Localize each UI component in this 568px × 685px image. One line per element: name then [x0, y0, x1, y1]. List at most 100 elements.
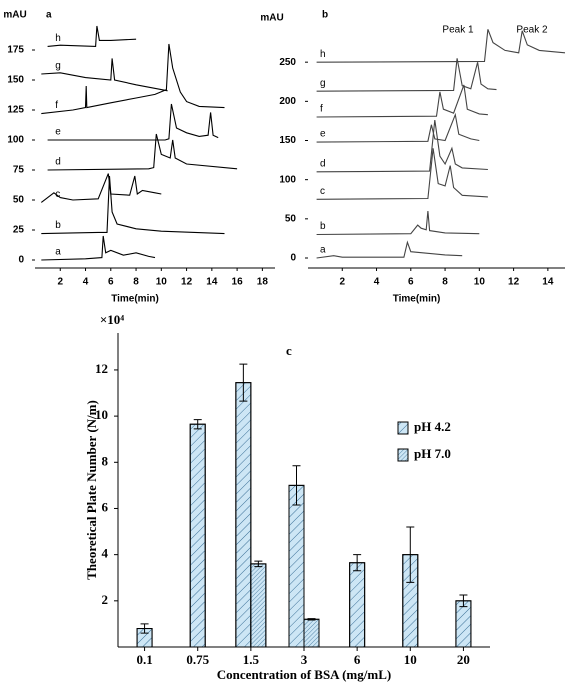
- legend-swatch-hatch: [397, 421, 409, 435]
- trace-label: f: [320, 104, 323, 115]
- error-bar: [193, 419, 202, 430]
- y-tick-label: 6: [102, 499, 109, 514]
- error-bar: [254, 560, 263, 568]
- x-tick-label: 4: [83, 277, 89, 288]
- y-tick-label: 8: [102, 453, 109, 468]
- trace-label: g: [55, 61, 61, 72]
- y-tick-label: 150: [279, 135, 296, 146]
- x-tick-label: 0.1: [136, 652, 152, 667]
- x-tick-label: 12: [181, 277, 193, 288]
- trace-label: g: [320, 78, 326, 89]
- trace: [316, 84, 488, 118]
- trace-label: c: [320, 186, 325, 197]
- x-tick-label: 4: [374, 277, 380, 288]
- x-tick-label: 20: [457, 652, 470, 667]
- trace: [316, 58, 497, 92]
- y-tick-label: 0: [290, 253, 296, 264]
- trace: [316, 148, 488, 200]
- y-tick-label: 4: [102, 546, 109, 561]
- trace: [47, 103, 219, 141]
- y-tick-label: 12: [95, 361, 108, 376]
- trace: [316, 120, 488, 173]
- error-bar: [239, 363, 248, 402]
- error-bar: [292, 465, 301, 506]
- bar-hatch: [250, 563, 267, 648]
- x-tick-label: 2: [57, 277, 63, 288]
- error-bar: [307, 618, 316, 621]
- x-tick-label: 18: [257, 277, 269, 288]
- trace-label: h: [320, 49, 326, 60]
- y-tick-label: 150: [7, 75, 24, 86]
- y-tick-label: 100: [7, 135, 24, 146]
- legend-label: pH 7.0: [414, 446, 451, 461]
- x-tick-label: 16: [232, 277, 244, 288]
- y-tick-label: 25: [13, 225, 25, 236]
- x-tick-label: 10: [404, 652, 417, 667]
- legend-swatch-hatch: [397, 448, 409, 462]
- trace: [41, 43, 225, 115]
- trace: [316, 29, 566, 63]
- x-axis-label: Time(min): [111, 294, 159, 305]
- bar-hatch: [303, 618, 320, 648]
- x-tick-label: 6: [108, 277, 114, 288]
- trace-label: e: [320, 129, 326, 140]
- y-tick-label: 10: [95, 407, 108, 422]
- trace: [47, 133, 238, 171]
- x-tick-label: 14: [542, 277, 554, 288]
- trace-label: b: [320, 221, 326, 232]
- trace-label: d: [320, 158, 326, 169]
- y-axis-label: mAU: [260, 13, 283, 24]
- x-axis-label: Concentration of BSA (mg/mL): [217, 667, 391, 682]
- y-tick-label: 75: [13, 165, 25, 176]
- panel-label: c: [286, 343, 292, 358]
- trace-label: f: [55, 100, 58, 111]
- x-tick-label: 3: [301, 652, 308, 667]
- trace: [47, 25, 137, 47]
- error-bar: [406, 526, 415, 583]
- panel-label: a: [46, 10, 52, 21]
- y-tick-label: 0: [18, 255, 24, 266]
- y-tick-label: 100: [279, 174, 296, 185]
- y-tick-label: 200: [279, 96, 296, 107]
- trace: [316, 112, 480, 143]
- y-tick-label: 2: [102, 592, 109, 607]
- trace: [41, 58, 168, 92]
- trace-label: b: [55, 220, 61, 231]
- x-tick-label: 8: [442, 277, 448, 288]
- trace: [316, 240, 463, 259]
- x-tick-label: 14: [206, 277, 218, 288]
- trace: [41, 235, 156, 261]
- legend-label: pH 4.2: [414, 419, 451, 434]
- bar-hatch: [455, 600, 472, 648]
- y-tick-label: 50: [285, 213, 297, 224]
- error-bar: [353, 554, 362, 572]
- panel-label: b: [322, 10, 328, 21]
- error-bar: [459, 594, 468, 608]
- y-tick-label: 50: [13, 195, 25, 206]
- trace: [41, 175, 225, 235]
- panel-c: ×10⁴ c 2 4 6 8 10 12 Theoretical Plate Number (N…: [84, 312, 490, 682]
- x-tick-label: 12: [508, 277, 520, 288]
- y-tick-label: 175: [7, 45, 24, 56]
- x-axis-label: Time(min): [393, 294, 441, 305]
- bar-hatch: [349, 562, 366, 648]
- y-scale-label: ×10⁴: [100, 312, 124, 327]
- x-tick-label: 2: [339, 277, 345, 288]
- error-bar: [140, 623, 149, 634]
- x-tick-label: 8: [133, 277, 139, 288]
- x-tick-label: 6: [408, 277, 414, 288]
- x-tick-label: 0.75: [186, 652, 209, 667]
- trace: [316, 210, 480, 236]
- x-tick-label: 10: [474, 277, 486, 288]
- y-tick-label: 250: [279, 57, 296, 68]
- annotation: Peak 2: [516, 25, 548, 36]
- y-tick-label: 125: [7, 105, 24, 116]
- x-tick-label: 10: [156, 277, 168, 288]
- trace: [40, 173, 162, 203]
- y-axis-label: Theoretical Plate Number (N/m): [84, 400, 99, 580]
- trace-label: e: [55, 127, 61, 138]
- trace-label: c: [55, 189, 60, 200]
- panel-b: mAU b 2 4 6 8 10 12 14 Time(min) 0 50 100 150 200 250 a b…: [260, 10, 566, 305]
- bar-hatch: [189, 423, 206, 648]
